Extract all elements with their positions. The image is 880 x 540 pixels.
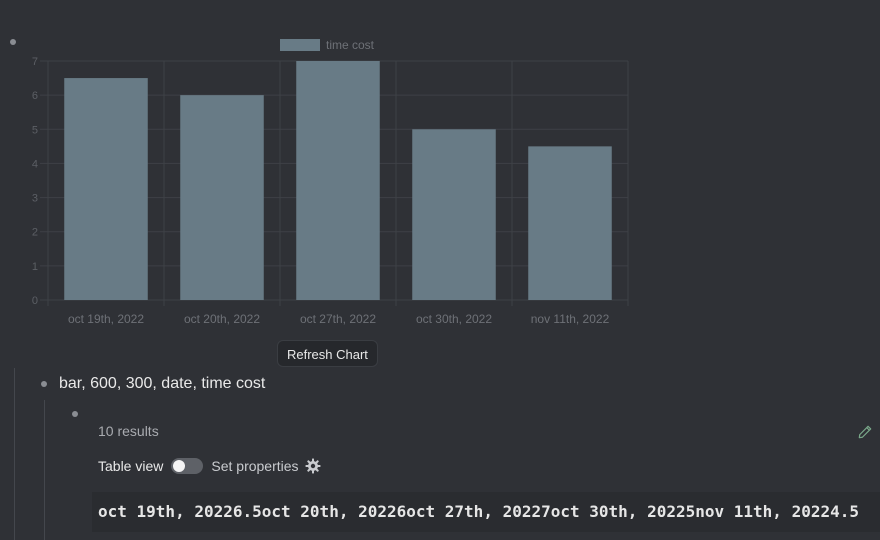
query-result-text: oct 19th, 20226.5oct 20th, 20226oct 27th…	[92, 492, 880, 532]
x-axis-ticks: oct 19th, 2022 oct 20th, 2022 oct 27th, 20…	[68, 312, 610, 326]
y-tick-label: 4	[32, 158, 38, 170]
x-tick-label: oct 30th, 2022	[416, 312, 492, 326]
block-guide-line	[14, 368, 15, 540]
y-axis-ticks: 0 1 2 3 4 5 6 7	[32, 56, 38, 307]
y-tick-label: 0	[32, 295, 38, 307]
x-tick-label: oct 27th, 2022	[300, 312, 376, 326]
child-guide-line	[44, 400, 45, 540]
block-bullet[interactable]	[41, 381, 47, 387]
bar[interactable]	[64, 78, 148, 300]
bar[interactable]	[180, 95, 264, 301]
bar[interactable]	[528, 146, 612, 300]
table-view-toggle[interactable]	[171, 458, 204, 474]
y-tick-label: 3	[32, 193, 38, 205]
table-view-label: Table view	[98, 458, 164, 474]
query-block-bullet[interactable]	[72, 411, 78, 417]
x-tick-label: oct 20th, 2022	[184, 312, 260, 326]
pencil-icon[interactable]	[858, 425, 872, 439]
query-toolbar: Table view Set properties	[98, 456, 321, 476]
legend-swatch[interactable]	[280, 39, 320, 51]
chart-block-bullet[interactable]	[10, 39, 16, 45]
chart-config-block[interactable]: bar, 600, 300, date, time cost	[59, 375, 266, 392]
legend-label[interactable]: time cost	[326, 38, 375, 52]
gear-icon[interactable]	[305, 458, 321, 474]
y-tick-label: 6	[32, 90, 38, 102]
refresh-chart-button[interactable]: Refresh Chart	[277, 340, 378, 367]
x-tick-label: oct 19th, 2022	[68, 312, 144, 326]
x-tick-label: nov 11th, 2022	[531, 312, 610, 326]
chart-bars	[64, 61, 612, 301]
y-tick-label: 1	[32, 261, 38, 273]
results-count: 10 results	[98, 423, 159, 439]
set-properties-button[interactable]: Set properties	[211, 458, 299, 474]
y-tick-label: 2	[32, 227, 38, 239]
chart-legend[interactable]: time cost	[280, 38, 375, 52]
y-tick-label: 5	[32, 124, 38, 136]
bar[interactable]	[412, 129, 496, 300]
bar[interactable]	[296, 61, 380, 300]
y-tick-label: 7	[32, 56, 38, 68]
toggle-knob	[173, 460, 186, 472]
